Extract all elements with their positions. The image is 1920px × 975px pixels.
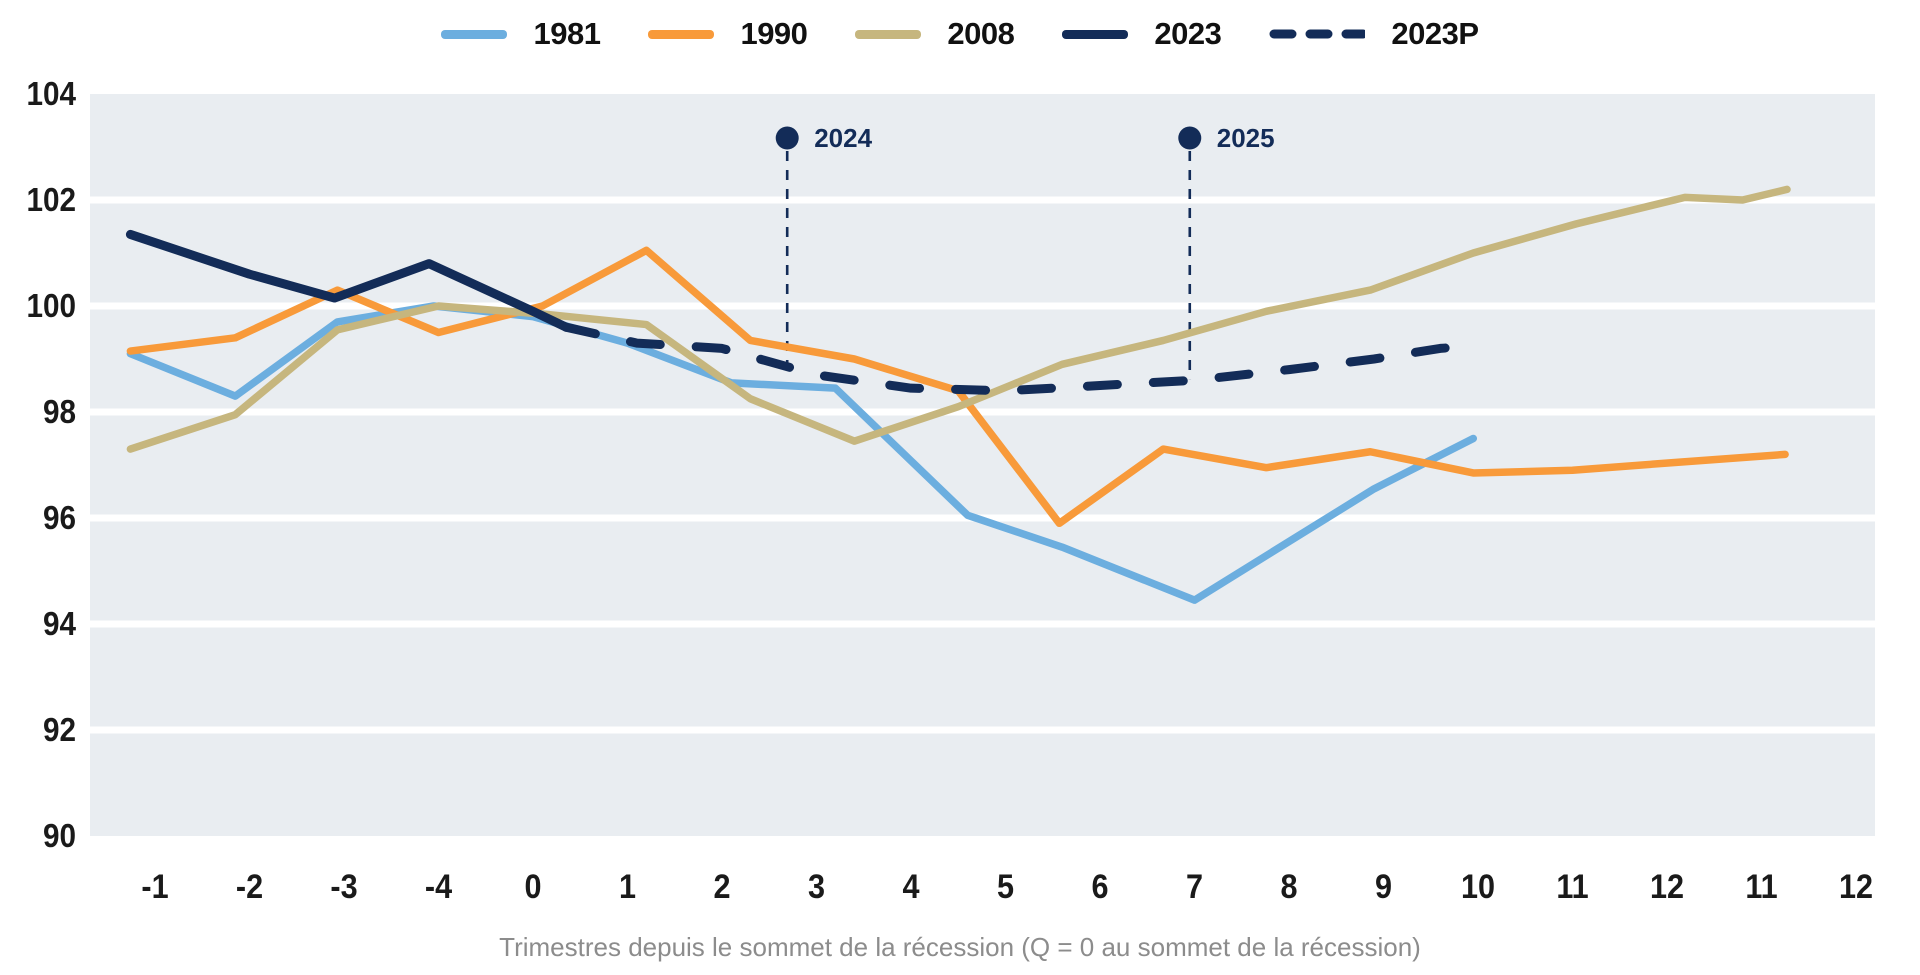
x-tick-label: 12 xyxy=(1650,868,1684,906)
y-tick-label: 104 xyxy=(26,76,76,113)
legend-label: 2023P xyxy=(1391,16,1479,51)
x-tick-label: 5 xyxy=(997,868,1014,906)
x-tick-label: 4 xyxy=(902,868,919,906)
y-tick-label: 100 xyxy=(26,288,76,325)
y-tick-label: 92 xyxy=(43,712,76,749)
x-tick-label: -2 xyxy=(236,868,263,906)
legend-swatch-dashed xyxy=(1269,29,1366,39)
legend-item-2008: 2008 xyxy=(855,16,1015,52)
y-tick-label: 94 xyxy=(43,606,77,643)
legend-item-1990: 1990 xyxy=(648,16,808,52)
x-tick-label: 10 xyxy=(1461,868,1495,906)
x-tick-label: 7 xyxy=(1186,868,1203,906)
legend-swatch xyxy=(1062,29,1129,39)
chart-legend: 1981 1990 2008 2023 2023P xyxy=(0,10,1920,58)
legend-item-2023: 2023 xyxy=(1062,16,1222,52)
y-tick-label: 90 xyxy=(43,818,76,855)
gridline-98 xyxy=(90,408,1875,416)
x-tick-label: 2 xyxy=(713,868,730,906)
x-tick-label: 6 xyxy=(1091,868,1108,906)
x-tick-label: 3 xyxy=(808,868,825,906)
annotation-label-2024: 2024 xyxy=(814,123,872,153)
x-tick-label: 11 xyxy=(1556,868,1588,906)
x-tick-label: 0 xyxy=(524,868,541,906)
x-axis-tick-labels: -1 -2 -3 -4 0 1 2 3 4 5 6 7 8 9 10 11 12 11 12 xyxy=(141,868,1873,906)
y-axis-tick-labels: 104 102 100 98 96 94 92 90 xyxy=(26,76,76,855)
gridline-92 xyxy=(90,726,1875,734)
y-tick-label: 96 xyxy=(43,500,76,537)
legend-swatch xyxy=(648,29,715,39)
x-tick-label: -3 xyxy=(330,868,357,906)
legend-item-1981: 1981 xyxy=(441,16,601,52)
x-tick-label: 1 xyxy=(619,868,636,906)
legend-item-2023P: 2023P xyxy=(1269,16,1479,52)
x-tick-label: 8 xyxy=(1280,868,1297,906)
series-2023-line xyxy=(125,229,571,332)
annotation-label-2025: 2025 xyxy=(1217,123,1275,153)
gridline-94 xyxy=(90,620,1875,628)
annotations: 2024 2025 xyxy=(775,123,1275,380)
x-tick-label: -4 xyxy=(425,868,452,906)
annotation-dot-2025 xyxy=(1178,126,1202,150)
legend-label: 1981 xyxy=(533,16,601,51)
legend-label: 2008 xyxy=(947,16,1015,51)
x-tick-label: -1 xyxy=(141,868,168,906)
y-tick-label: 98 xyxy=(43,394,76,431)
x-tick-label: 9 xyxy=(1375,868,1392,906)
x-axis-title: Trimestres depuis le sommet de la récess… xyxy=(499,932,1421,962)
plot-area xyxy=(90,94,1875,836)
series-2008-line xyxy=(126,185,1791,453)
y-tick-label: 102 xyxy=(26,182,76,219)
x-tick-label: 12 xyxy=(1839,868,1873,906)
series-2023P-line xyxy=(561,322,1483,396)
legend-label: 2023 xyxy=(1154,16,1222,51)
annotation-dot-2024 xyxy=(775,126,799,150)
gridline-100 xyxy=(90,302,1875,310)
legend-swatch xyxy=(855,29,922,39)
x-tick-label: 11 xyxy=(1745,868,1777,906)
gridline-102 xyxy=(90,196,1875,204)
legend-swatch xyxy=(441,29,508,39)
legend-label: 1990 xyxy=(740,16,808,51)
